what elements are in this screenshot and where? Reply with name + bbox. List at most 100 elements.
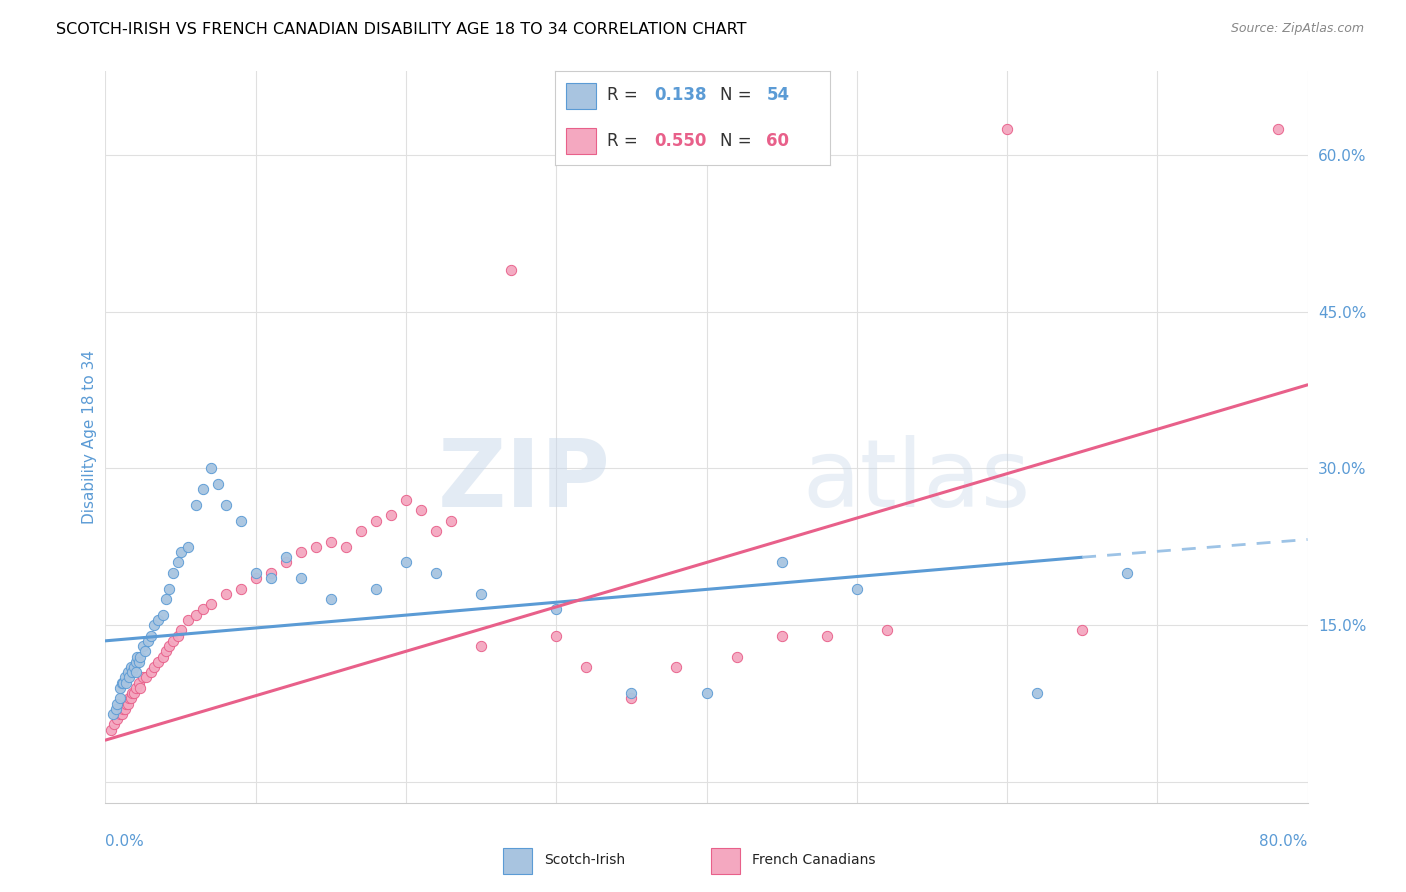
Point xyxy=(132,670,155,684)
Point xyxy=(290,571,312,585)
Point xyxy=(200,461,222,475)
Point xyxy=(425,524,447,538)
Point xyxy=(620,686,643,700)
Point xyxy=(364,582,387,596)
Point xyxy=(214,498,236,512)
Point xyxy=(124,681,146,695)
Point xyxy=(162,566,184,580)
Point xyxy=(214,587,236,601)
Point xyxy=(134,644,156,658)
Point xyxy=(118,670,141,684)
Y-axis label: Disability Age 18 to 34: Disability Age 18 to 34 xyxy=(82,350,97,524)
Point xyxy=(121,665,143,680)
Point xyxy=(409,503,432,517)
Point xyxy=(350,524,373,538)
Point xyxy=(770,629,793,643)
Point xyxy=(117,665,139,680)
Text: 0.0%: 0.0% xyxy=(105,834,145,848)
Text: ZIP: ZIP xyxy=(437,435,610,527)
Point xyxy=(142,660,165,674)
Point xyxy=(290,545,312,559)
Point xyxy=(395,492,418,507)
FancyBboxPatch shape xyxy=(567,83,596,109)
Point xyxy=(110,691,132,706)
Point xyxy=(395,556,418,570)
Text: Scotch-Irish: Scotch-Irish xyxy=(544,853,626,867)
Point xyxy=(575,660,598,674)
Point xyxy=(166,629,188,643)
Point xyxy=(115,675,138,690)
Point xyxy=(191,602,214,616)
Point xyxy=(184,498,207,512)
Point xyxy=(122,686,145,700)
Point xyxy=(177,613,200,627)
Point xyxy=(129,681,152,695)
Point xyxy=(129,649,152,664)
Point xyxy=(305,540,328,554)
Point xyxy=(128,675,150,690)
Point xyxy=(121,686,143,700)
Point xyxy=(128,655,150,669)
Point xyxy=(112,702,135,716)
FancyBboxPatch shape xyxy=(711,848,740,873)
Point xyxy=(152,607,174,622)
Point xyxy=(665,660,688,674)
Point xyxy=(620,691,643,706)
Point xyxy=(380,508,402,523)
Point xyxy=(139,629,162,643)
Text: N =: N = xyxy=(720,132,756,150)
FancyBboxPatch shape xyxy=(503,848,531,873)
Point xyxy=(274,550,297,565)
Point xyxy=(100,723,122,737)
Point xyxy=(770,556,793,570)
Point xyxy=(1071,624,1094,638)
Point xyxy=(725,649,748,664)
Point xyxy=(139,665,162,680)
Point xyxy=(546,602,568,616)
Point xyxy=(876,624,898,638)
Point xyxy=(118,691,141,706)
Point xyxy=(470,587,492,601)
Point xyxy=(110,681,132,695)
Point xyxy=(124,655,146,669)
Point xyxy=(104,702,127,716)
Point xyxy=(364,514,387,528)
Text: 54: 54 xyxy=(766,87,790,104)
Point xyxy=(132,639,155,653)
Point xyxy=(245,566,267,580)
Point xyxy=(103,717,125,731)
Text: N =: N = xyxy=(720,87,756,104)
Point xyxy=(425,566,447,580)
Point xyxy=(107,697,129,711)
Point xyxy=(111,675,134,690)
Point xyxy=(1026,686,1049,700)
Point xyxy=(120,660,142,674)
Point xyxy=(169,545,191,559)
Text: atlas: atlas xyxy=(803,435,1031,527)
Point xyxy=(200,597,222,611)
Point xyxy=(1116,566,1139,580)
Point xyxy=(546,629,568,643)
Point xyxy=(319,534,342,549)
Point xyxy=(260,566,283,580)
Point xyxy=(1267,121,1289,136)
Point xyxy=(207,477,229,491)
Text: R =: R = xyxy=(607,132,644,150)
Point xyxy=(440,514,463,528)
Point xyxy=(245,571,267,585)
Point xyxy=(501,263,523,277)
Point xyxy=(115,697,138,711)
FancyBboxPatch shape xyxy=(567,128,596,153)
Point xyxy=(114,702,136,716)
Point xyxy=(162,633,184,648)
Point xyxy=(169,624,191,638)
Point xyxy=(696,686,718,700)
Point xyxy=(136,633,159,648)
Text: French Canadians: French Canadians xyxy=(752,853,876,867)
Point xyxy=(155,592,177,607)
Point xyxy=(146,613,169,627)
Point xyxy=(152,649,174,664)
Point xyxy=(184,607,207,622)
Point xyxy=(122,660,145,674)
Text: 60: 60 xyxy=(766,132,790,150)
